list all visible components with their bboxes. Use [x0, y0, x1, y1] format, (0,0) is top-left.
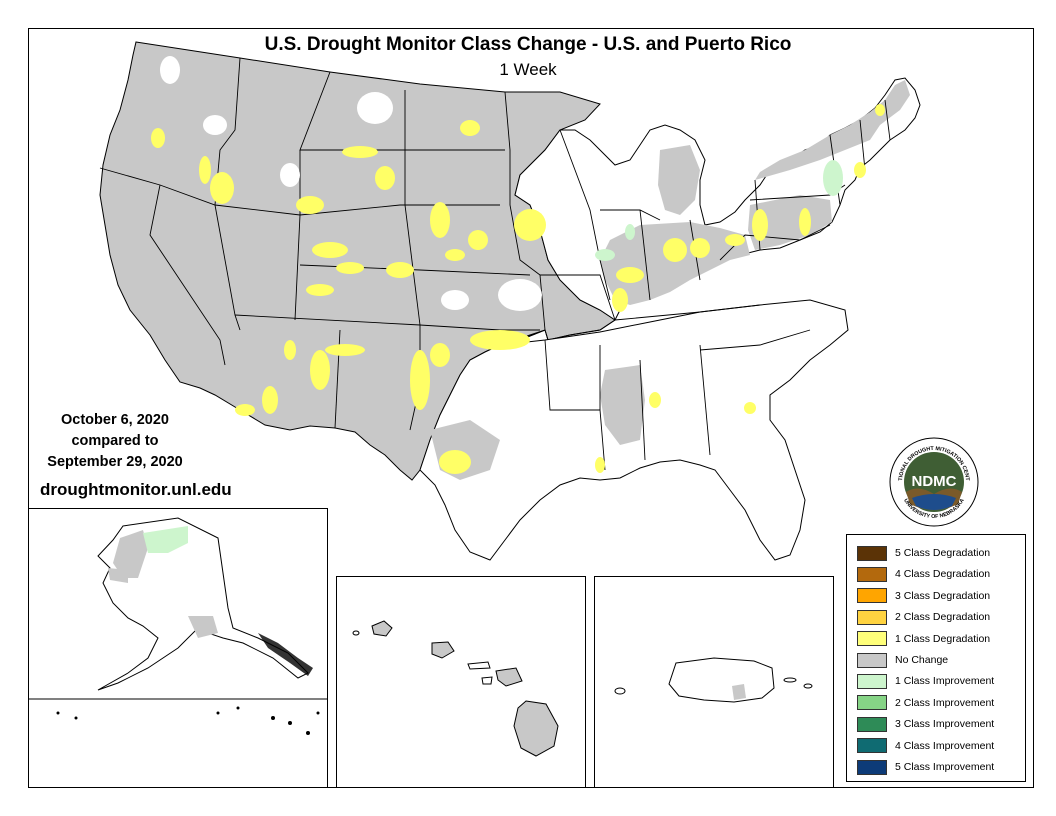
legend-item: 1 Class Improvement — [857, 673, 994, 689]
puerto-rico-land — [668, 657, 775, 703]
midwest-no-change-patch — [600, 222, 750, 305]
ndmc-logo-text: NDMC — [912, 473, 957, 490]
legend-item: 5 Class Improvement — [857, 759, 994, 775]
no-drought-areas-west — [160, 56, 569, 311]
legend-swatch — [857, 673, 887, 689]
legend-label: No Change — [895, 654, 949, 666]
legend-item: 3 Class Improvement — [857, 716, 994, 732]
molokai-island — [467, 661, 491, 670]
map-title: U.S. Drought Monitor Class Change - U.S.… — [264, 34, 792, 55]
hawaii-map — [352, 620, 559, 757]
maui-island — [495, 667, 523, 687]
legend-label: 1 Class Degradation — [895, 632, 991, 645]
legend-item: No Change — [857, 652, 948, 668]
legend-item: 3 Class Degradation — [857, 588, 990, 604]
legend-label: 3 Class Degradation — [895, 589, 991, 602]
legend-swatch — [857, 566, 887, 582]
legend-item: 4 Class Improvement — [857, 738, 994, 754]
puerto-rico-map — [614, 657, 813, 703]
lanai-island — [481, 676, 493, 685]
legend-label: 5 Class Improvement — [895, 761, 995, 773]
legend-label: 2 Class Improvement — [895, 696, 995, 709]
legend-swatch — [857, 716, 887, 732]
legend-item: 4 Class Degradation — [857, 566, 990, 582]
state-boundaries — [99, 57, 891, 471]
legend-swatch — [857, 759, 887, 775]
mississippi-no-change-patch — [600, 365, 645, 445]
legend-swatch — [857, 738, 887, 754]
michigan-no-change-patch — [658, 145, 700, 215]
ndmc-logo: NDMC NATIONAL DROUGHT MITIGATION CENTER … — [888, 436, 979, 527]
legend-label: 2 Class Degradation — [895, 611, 991, 624]
legend-label: 5 Class Degradation — [895, 547, 991, 559]
hawaii-inset — [336, 576, 586, 788]
legend-label: 1 Class Improvement — [895, 675, 995, 688]
kauai-island — [371, 620, 393, 637]
alaska-map — [28, 517, 328, 735]
legend-item: 1 Class Degradation — [857, 631, 990, 647]
legend-item: 2 Class Improvement — [857, 695, 994, 711]
legend-label: 4 Class Improvement — [895, 739, 995, 752]
map-subtitle: 1 Week — [499, 60, 557, 79]
date-previous: September 29, 2020 — [47, 454, 183, 470]
legend-swatch — [857, 609, 887, 625]
one-class-degradation-areas — [151, 104, 885, 474]
northeast-no-change-patch — [755, 80, 910, 180]
legend-label: 3 Class Improvement — [895, 718, 995, 731]
legend-swatch — [857, 695, 887, 711]
hawaii-big-island — [513, 700, 559, 757]
legend-swatch — [857, 545, 887, 561]
legend-swatch — [857, 631, 887, 647]
one-class-improvement-areas — [595, 160, 843, 261]
legend-label: 4 Class Degradation — [895, 568, 991, 581]
legend-swatch — [857, 588, 887, 604]
legend-item: 5 Class Degradation — [857, 545, 990, 561]
oahu-island — [431, 641, 455, 659]
date-current: October 6, 2020 — [61, 412, 169, 428]
legend-swatch — [857, 652, 887, 668]
date-compared: compared to — [71, 433, 159, 449]
alaska-land — [97, 517, 309, 691]
legend-item: 2 Class Degradation — [857, 609, 990, 625]
source-url[interactable]: droughtmonitor.unl.edu — [40, 480, 232, 499]
pennsylvania-no-change-patch — [748, 195, 832, 250]
legend: 5 Class Degradation 4 Class Degradation 3 … — [846, 534, 1026, 782]
